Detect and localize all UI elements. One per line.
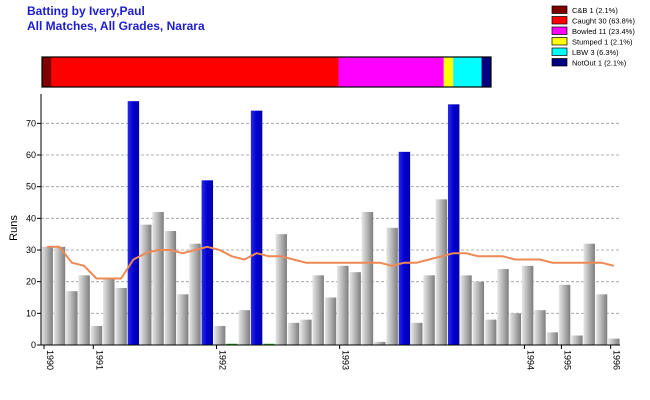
legend-label: Stumped 1 (2.1%): [572, 38, 633, 47]
legend-swatch: [551, 37, 568, 46]
y-tick-label: 40: [26, 213, 36, 223]
legend-swatch: [551, 58, 568, 67]
innings-bar: [152, 212, 164, 345]
y-tick-label: 50: [26, 182, 36, 192]
innings-bar-not-out: [447, 104, 460, 345]
innings-bars: [41, 101, 620, 346]
legend-swatch: [551, 16, 568, 25]
dismissal-segment: [42, 57, 52, 87]
average-line: [47, 245, 615, 280]
innings-bar: [595, 294, 608, 345]
y-tick-label: 20: [26, 277, 36, 287]
innings-bar: [435, 199, 448, 345]
legend-label: C&B 1 (2.1%): [572, 6, 618, 15]
innings-bar: [213, 326, 226, 345]
innings-bar: [374, 341, 386, 345]
y-tick-label: 10: [26, 308, 36, 318]
x-tick-label: 1996: [612, 350, 622, 370]
innings-bar: [90, 326, 103, 345]
innings-bar: [324, 297, 337, 345]
innings-bar: [312, 275, 324, 345]
innings-bar: [546, 332, 558, 345]
x-tick-label: 1993: [341, 350, 351, 370]
legend-label: Caught 30 (63.8%): [572, 17, 635, 26]
legend: C&B 1 (2.1%) Caught 30 (63.8%)Bowled 11 (…: [551, 5, 635, 68]
y-tick-labels: 0 10 20 30 40 50 60 70: [26, 118, 36, 350]
innings-bar: [41, 246, 53, 345]
innings-bar: [386, 227, 398, 345]
innings-bar-not-out: [398, 151, 411, 345]
y-tick-label: 30: [26, 245, 36, 255]
innings-bar: [238, 310, 250, 345]
innings-bar: [423, 275, 435, 345]
innings-bar: [189, 243, 201, 345]
innings-bar: [521, 265, 534, 345]
innings-bar: [361, 212, 374, 345]
legend-swatch: [551, 5, 568, 14]
innings-bar-not-out: [250, 110, 263, 346]
innings-bar: [583, 243, 595, 345]
innings-bar: [53, 246, 66, 345]
average-line-group: [47, 245, 615, 280]
innings-bar-not-out: [201, 180, 214, 345]
chart-subtitle: All Matches, All Grades, Narara: [27, 19, 205, 33]
legend-swatch: [551, 47, 568, 56]
innings-bar: [349, 272, 361, 345]
x-tick-label: 1990: [45, 350, 55, 370]
innings-bar: [497, 269, 509, 345]
dismissal-segment: [443, 57, 454, 87]
innings-bar: [571, 335, 583, 345]
innings-bar: [164, 231, 177, 345]
innings-bar: [509, 313, 522, 345]
innings-bar: [558, 284, 571, 345]
innings-bar-not-out: [127, 101, 140, 346]
innings-bar: [411, 322, 423, 345]
dismissal-bar: [41, 56, 492, 88]
innings-bar: [534, 310, 546, 345]
innings-bar: [66, 291, 78, 345]
x-tick-label: 1991: [94, 350, 104, 370]
innings-bar: [484, 319, 497, 345]
innings-bar: [300, 319, 312, 345]
innings-bar: [337, 265, 349, 345]
innings-bar: [176, 294, 189, 345]
dismissal-segment: [338, 57, 444, 87]
x-tick-label: 1995: [562, 350, 572, 370]
y-axis-label: Runs: [8, 215, 20, 241]
legend-label: LBW 3 (6.3%): [572, 48, 619, 57]
innings-bar: [78, 275, 90, 345]
innings-bar: [115, 288, 127, 345]
chart-title: Batting by Ivery,Paul: [27, 4, 145, 18]
x-tick-labels: 1990 1991 1992 1993 1994 1995 1996: [45, 350, 622, 370]
legend-swatch: [551, 26, 568, 35]
dismissal-segment: [481, 57, 491, 87]
dismissal-segment: [453, 57, 482, 87]
innings-bar: [608, 338, 620, 345]
legend-label: NotOut 1 (2.1%): [572, 59, 627, 68]
dismissal-segment: [51, 57, 339, 87]
innings-bar: [139, 224, 152, 345]
x-tick-label: 1994: [525, 350, 535, 370]
x-tick-label: 1992: [218, 350, 228, 370]
innings-bar: [287, 322, 300, 345]
axes: [37, 94, 620, 349]
innings-bar: [103, 278, 115, 345]
y-tick-label: 70: [26, 118, 36, 128]
y-tick-label: 60: [26, 150, 36, 160]
legend-label: Bowled 11 (23.4%): [572, 27, 635, 36]
innings-bar: [275, 234, 287, 345]
y-tick-label: 0: [31, 340, 36, 350]
dismissal-bar-border: [41, 56, 492, 88]
innings-bar: [472, 281, 485, 345]
innings-bar: [460, 275, 472, 345]
